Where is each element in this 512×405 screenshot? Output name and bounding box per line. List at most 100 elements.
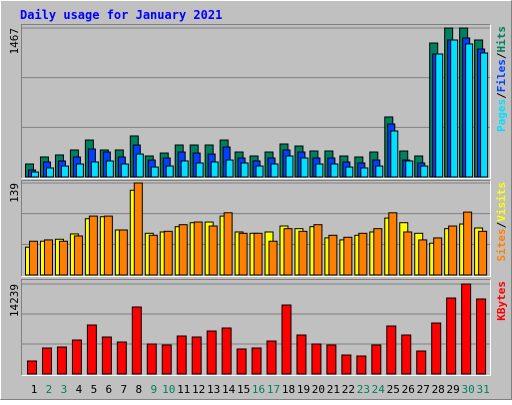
bar xyxy=(225,159,234,178)
bar xyxy=(238,232,248,276)
x-tick-label: 16 xyxy=(252,383,265,396)
bar xyxy=(311,343,322,375)
bar xyxy=(101,336,112,375)
legend-entry: Visits xyxy=(495,182,508,222)
x-tick-label: 3 xyxy=(61,383,68,396)
bar xyxy=(313,224,323,276)
bar xyxy=(463,211,473,276)
bar xyxy=(285,155,294,178)
legend-entry: Hits xyxy=(495,26,508,53)
bar xyxy=(403,231,413,276)
bar xyxy=(270,163,279,178)
bar xyxy=(43,239,53,276)
x-tick-label: 12 xyxy=(192,383,205,396)
bar xyxy=(330,163,339,178)
bar xyxy=(133,182,143,276)
x-tick-label: 7 xyxy=(121,383,128,396)
x-tick-label: 11 xyxy=(177,383,190,396)
bar xyxy=(465,43,474,178)
bar xyxy=(300,157,309,178)
bar xyxy=(328,234,338,276)
x-tick-label: 5 xyxy=(91,383,98,396)
plot-area xyxy=(21,24,491,179)
bar xyxy=(296,334,307,375)
bar xyxy=(360,167,369,178)
bar xyxy=(71,339,82,375)
legend-separator: / xyxy=(495,92,508,99)
y-tick-label: 14239 xyxy=(8,284,21,317)
plot-border-dark xyxy=(21,180,491,277)
bar xyxy=(341,354,352,375)
bar xyxy=(31,171,39,178)
bar xyxy=(180,160,189,178)
legend-entry: Pages xyxy=(495,99,508,132)
bar xyxy=(221,327,232,375)
bar xyxy=(433,237,443,276)
bar xyxy=(191,336,202,375)
x-tick-label: 25 xyxy=(387,383,400,396)
bar xyxy=(476,298,487,375)
bar xyxy=(386,325,397,375)
bar xyxy=(431,322,442,375)
bar xyxy=(161,344,172,375)
legend-separator: / xyxy=(495,221,508,228)
legend-entry: Sites xyxy=(495,228,508,261)
bar xyxy=(478,230,488,276)
bar xyxy=(88,215,98,276)
x-tick-label: 17 xyxy=(267,383,280,396)
bar xyxy=(388,212,398,276)
x-tick-label: 31 xyxy=(476,383,489,396)
bar xyxy=(281,304,292,375)
x-tick-label: 24 xyxy=(372,383,386,396)
bar xyxy=(58,240,68,276)
x-tick-label: 2 xyxy=(46,383,53,396)
bar xyxy=(223,212,233,276)
chart-title: Daily usage for January 2021 xyxy=(20,8,222,22)
bar xyxy=(90,161,99,178)
bar xyxy=(105,160,114,178)
bar xyxy=(266,340,277,375)
y-tick-label: 1467 xyxy=(8,28,21,55)
bar xyxy=(356,355,367,375)
bar xyxy=(176,335,187,375)
bar xyxy=(148,234,158,276)
bar xyxy=(206,330,217,375)
bar xyxy=(420,165,429,178)
bar xyxy=(435,53,444,178)
x-tick-label: 18 xyxy=(282,383,295,396)
bar xyxy=(298,230,308,276)
bar xyxy=(135,153,144,178)
bar xyxy=(56,346,67,375)
bar xyxy=(405,160,414,178)
bar xyxy=(446,297,457,375)
bar xyxy=(283,228,293,276)
bar xyxy=(373,228,383,276)
bar xyxy=(448,225,458,276)
x-tick-label: 6 xyxy=(106,383,113,396)
bar xyxy=(315,163,324,178)
x-tick-label: 22 xyxy=(342,383,355,396)
bar xyxy=(480,52,489,178)
bar xyxy=(131,306,142,375)
bar xyxy=(358,232,368,276)
bar xyxy=(375,165,384,178)
bar xyxy=(345,166,354,178)
x-tick-label: 14 xyxy=(222,383,236,396)
x-tick-label: 4 xyxy=(76,383,83,396)
bar xyxy=(450,39,459,178)
legend-entry: Files xyxy=(495,59,508,92)
bar xyxy=(116,341,127,375)
bar xyxy=(461,283,472,375)
bar xyxy=(210,161,219,178)
legend: Pages/Files/Hits xyxy=(495,26,508,132)
x-tick-label: 26 xyxy=(402,383,415,396)
bar xyxy=(29,240,38,276)
bar xyxy=(416,350,427,375)
bar xyxy=(390,130,399,178)
bar xyxy=(86,324,97,375)
bar xyxy=(401,334,412,375)
plot-border-dark xyxy=(21,279,491,376)
y-tick-label: 139 xyxy=(8,183,21,203)
